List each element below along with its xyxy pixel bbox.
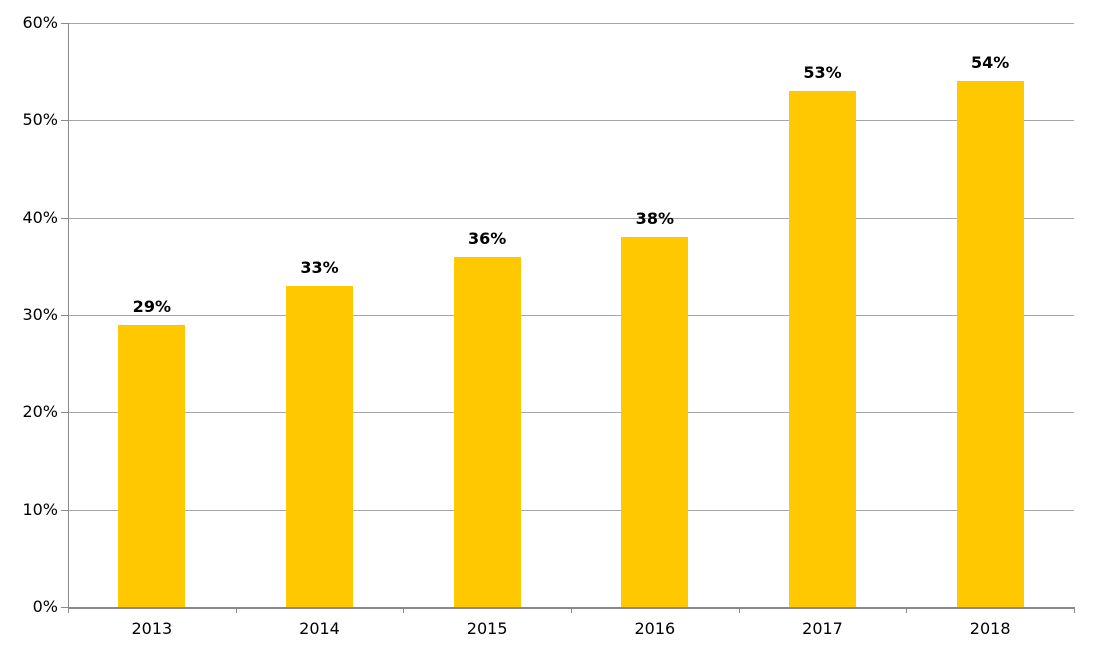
y-axis-tick-label: 60% [22, 12, 58, 32]
y-axis-tick [61, 510, 68, 511]
y-axis-tick-label: 20% [22, 401, 58, 421]
data-label-2017: 53% [803, 62, 842, 82]
data-label-2016: 38% [635, 208, 674, 228]
gridline-60 [68, 23, 1074, 24]
x-axis-tick [571, 607, 572, 613]
x-axis-tick-label-2017: 2017 [802, 619, 843, 638]
y-axis-tick [61, 607, 68, 608]
x-axis-tick-label-2014: 2014 [299, 619, 340, 638]
bar-2017 [789, 91, 856, 607]
y-axis-tick-label: 0% [32, 596, 58, 616]
x-axis-tick-label-2015: 2015 [466, 619, 508, 638]
gridline-50 [68, 120, 1074, 121]
data-label-2013: 29% [132, 296, 171, 316]
x-axis [68, 607, 1074, 609]
x-axis-tick-label-2018: 2018 [969, 619, 1011, 638]
y-axis-tick-label: 50% [22, 109, 58, 129]
x-axis-tick-label-2013: 2013 [131, 619, 173, 638]
x-axis-tick [68, 607, 69, 613]
bar-2013 [118, 325, 185, 607]
y-axis-tick [61, 120, 68, 121]
y-axis-tick [61, 412, 68, 413]
bar-2015 [454, 257, 521, 607]
y-axis-tick [61, 315, 68, 316]
bar-2014 [286, 286, 353, 607]
y-axis-tick [61, 218, 68, 219]
x-axis-tick [236, 607, 237, 613]
y-axis-tick-label: 10% [22, 499, 58, 519]
x-axis-tick [739, 607, 740, 613]
x-axis-tick [1074, 607, 1075, 613]
data-label-2018: 54% [971, 52, 1010, 72]
x-axis-tick-label-2016: 2016 [634, 619, 676, 638]
y-axis-tick-label: 40% [22, 207, 58, 227]
gridline-20 [68, 412, 1074, 413]
x-axis-tick [906, 607, 907, 613]
x-axis-tick [403, 607, 404, 613]
y-axis [68, 23, 69, 607]
y-axis-tick-label: 30% [22, 304, 58, 324]
bar-2016 [621, 237, 688, 607]
data-label-2015: 36% [468, 228, 507, 248]
data-label-2014: 33% [300, 257, 339, 277]
bar-2018 [957, 81, 1024, 607]
gridline-30 [68, 315, 1074, 316]
y-axis-tick [61, 23, 68, 24]
gridline-10 [68, 510, 1074, 511]
gridline-40 [68, 218, 1074, 219]
